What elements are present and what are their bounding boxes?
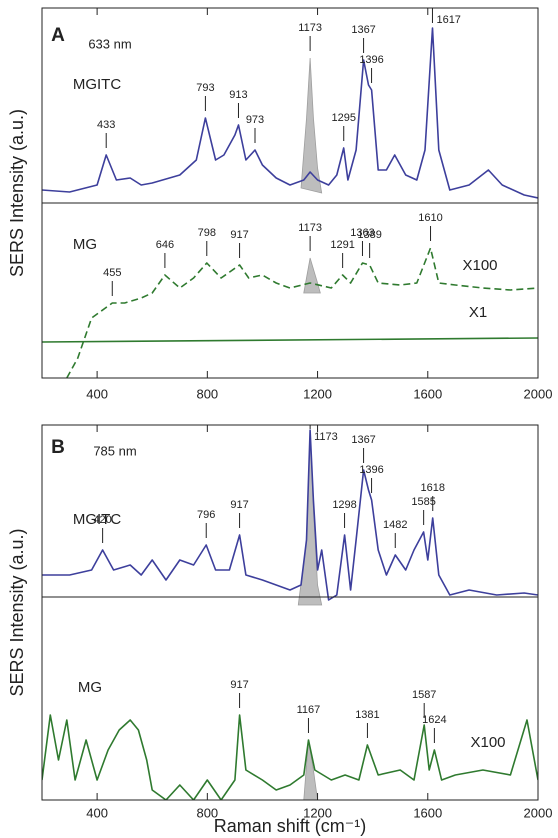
spectrum-line bbox=[66, 247, 538, 378]
panel-letter: A bbox=[51, 25, 65, 46]
shaded-peak bbox=[303, 257, 321, 294]
series-label: MGITC bbox=[73, 511, 121, 528]
x-tick-label: 400 bbox=[86, 386, 108, 401]
series-label: MG bbox=[78, 679, 102, 696]
x-tick-label: 400 bbox=[86, 805, 108, 820]
peak-label: 1624 bbox=[422, 714, 446, 726]
peak-label: 1482 bbox=[383, 519, 407, 531]
x-tick-label: 1600 bbox=[413, 386, 442, 401]
y-axis-label: SERS Intensity (a.u.) bbox=[7, 109, 27, 277]
peak-label: 1367 bbox=[351, 24, 375, 36]
shaded-peak bbox=[300, 57, 323, 194]
peak-label: 455 bbox=[103, 267, 121, 279]
spectrum-line bbox=[42, 429, 538, 601]
peak-label: 1610 bbox=[418, 212, 442, 224]
wavelength: 785 nm bbox=[93, 443, 136, 458]
spectrum-line bbox=[42, 27, 538, 199]
peak-label: 1167 bbox=[297, 704, 321, 716]
peak-label: 917 bbox=[230, 229, 248, 241]
peak-label: 1396 bbox=[359, 464, 383, 476]
wavelength: 633 nm bbox=[88, 36, 131, 51]
peak-label: 1396 bbox=[359, 54, 383, 66]
peak-label: 1298 bbox=[332, 499, 356, 511]
spectrum-line bbox=[42, 714, 538, 800]
series-label: MG bbox=[73, 236, 97, 253]
plot-frame bbox=[41, 7, 539, 379]
peak-label: 1173 bbox=[298, 222, 322, 234]
scale-label: X100 bbox=[462, 257, 497, 274]
peak-label: 433 bbox=[97, 119, 115, 131]
peak-label: 1367 bbox=[351, 434, 375, 446]
panel-b-plot bbox=[42, 429, 538, 800]
x-tick-label: 2000 bbox=[524, 805, 553, 820]
peak-label: 420 bbox=[93, 514, 111, 526]
peak-label: 913 bbox=[229, 89, 247, 101]
y-axis-label: SERS Intensity (a.u.) bbox=[7, 528, 27, 696]
peak-label: 1585 bbox=[411, 496, 435, 508]
x-tick-label: 800 bbox=[196, 386, 218, 401]
peak-label: 1587 bbox=[412, 689, 436, 701]
peak-label: 1381 bbox=[355, 709, 379, 721]
x-tick-label: 1200 bbox=[303, 386, 332, 401]
peak-label: 917 bbox=[230, 499, 248, 511]
peak-label: 973 bbox=[246, 114, 264, 126]
shaded-peak bbox=[303, 739, 318, 800]
x-tick-label: 1600 bbox=[413, 805, 442, 820]
panel-a-plot bbox=[42, 27, 538, 378]
peak-label: 1173 bbox=[298, 22, 322, 34]
plot-frame bbox=[41, 424, 539, 801]
x-tick-label: 800 bbox=[196, 805, 218, 820]
x-tick-label: 1200 bbox=[303, 805, 332, 820]
series-label: X1 bbox=[469, 304, 487, 321]
peak-label: 917 bbox=[230, 679, 248, 691]
peak-label: 1389 bbox=[357, 229, 381, 241]
peak-label: 796 bbox=[197, 509, 215, 521]
peak-label: 1363 bbox=[350, 227, 374, 239]
peak-label: 798 bbox=[198, 227, 216, 239]
scale-label: X100 bbox=[470, 734, 505, 751]
panel-letter: B bbox=[51, 437, 65, 458]
spectrum-line bbox=[42, 337, 538, 343]
peak-label: 1618 bbox=[420, 482, 444, 494]
peak-label: 646 bbox=[156, 239, 174, 251]
x-tick-label: 2000 bbox=[524, 386, 553, 401]
series-label: MGITC bbox=[73, 76, 121, 93]
peak-label: 793 bbox=[196, 82, 214, 94]
peak-label: 1617 bbox=[436, 14, 460, 26]
x-axis-label: Raman shift (cm⁻¹) bbox=[214, 816, 367, 836]
peak-label: 1173 bbox=[314, 431, 338, 443]
peak-label: 1291 bbox=[330, 239, 354, 251]
peak-label: 1295 bbox=[331, 112, 355, 124]
